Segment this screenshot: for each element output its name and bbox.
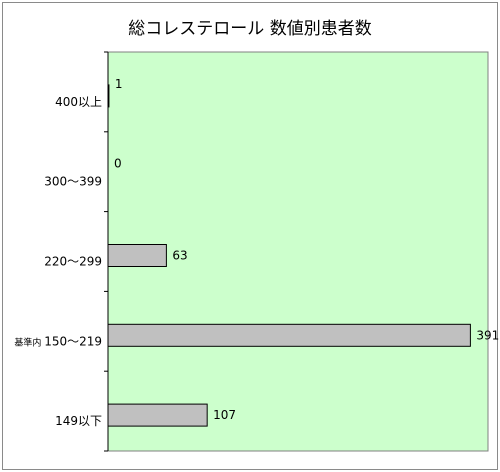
data-label: 1 <box>115 77 123 91</box>
category-label: 400以上 <box>55 95 102 109</box>
bar <box>107 244 167 267</box>
bar <box>107 403 208 427</box>
data-label: 0 <box>114 157 122 171</box>
chart-title: 総コレステロール 数値別患者数 <box>128 19 372 39</box>
plot-area <box>107 51 489 452</box>
data-label: 63 <box>172 249 187 263</box>
category-label: 220～299 <box>44 255 102 269</box>
category-label: 149以下 <box>55 414 102 428</box>
category-label: 基準内 150～219 <box>14 334 102 348</box>
category-label: 300～399 <box>44 175 102 189</box>
data-label: 107 <box>213 408 236 422</box>
data-label: 391 <box>476 328 499 342</box>
bar <box>107 323 471 347</box>
bar <box>107 84 110 108</box>
